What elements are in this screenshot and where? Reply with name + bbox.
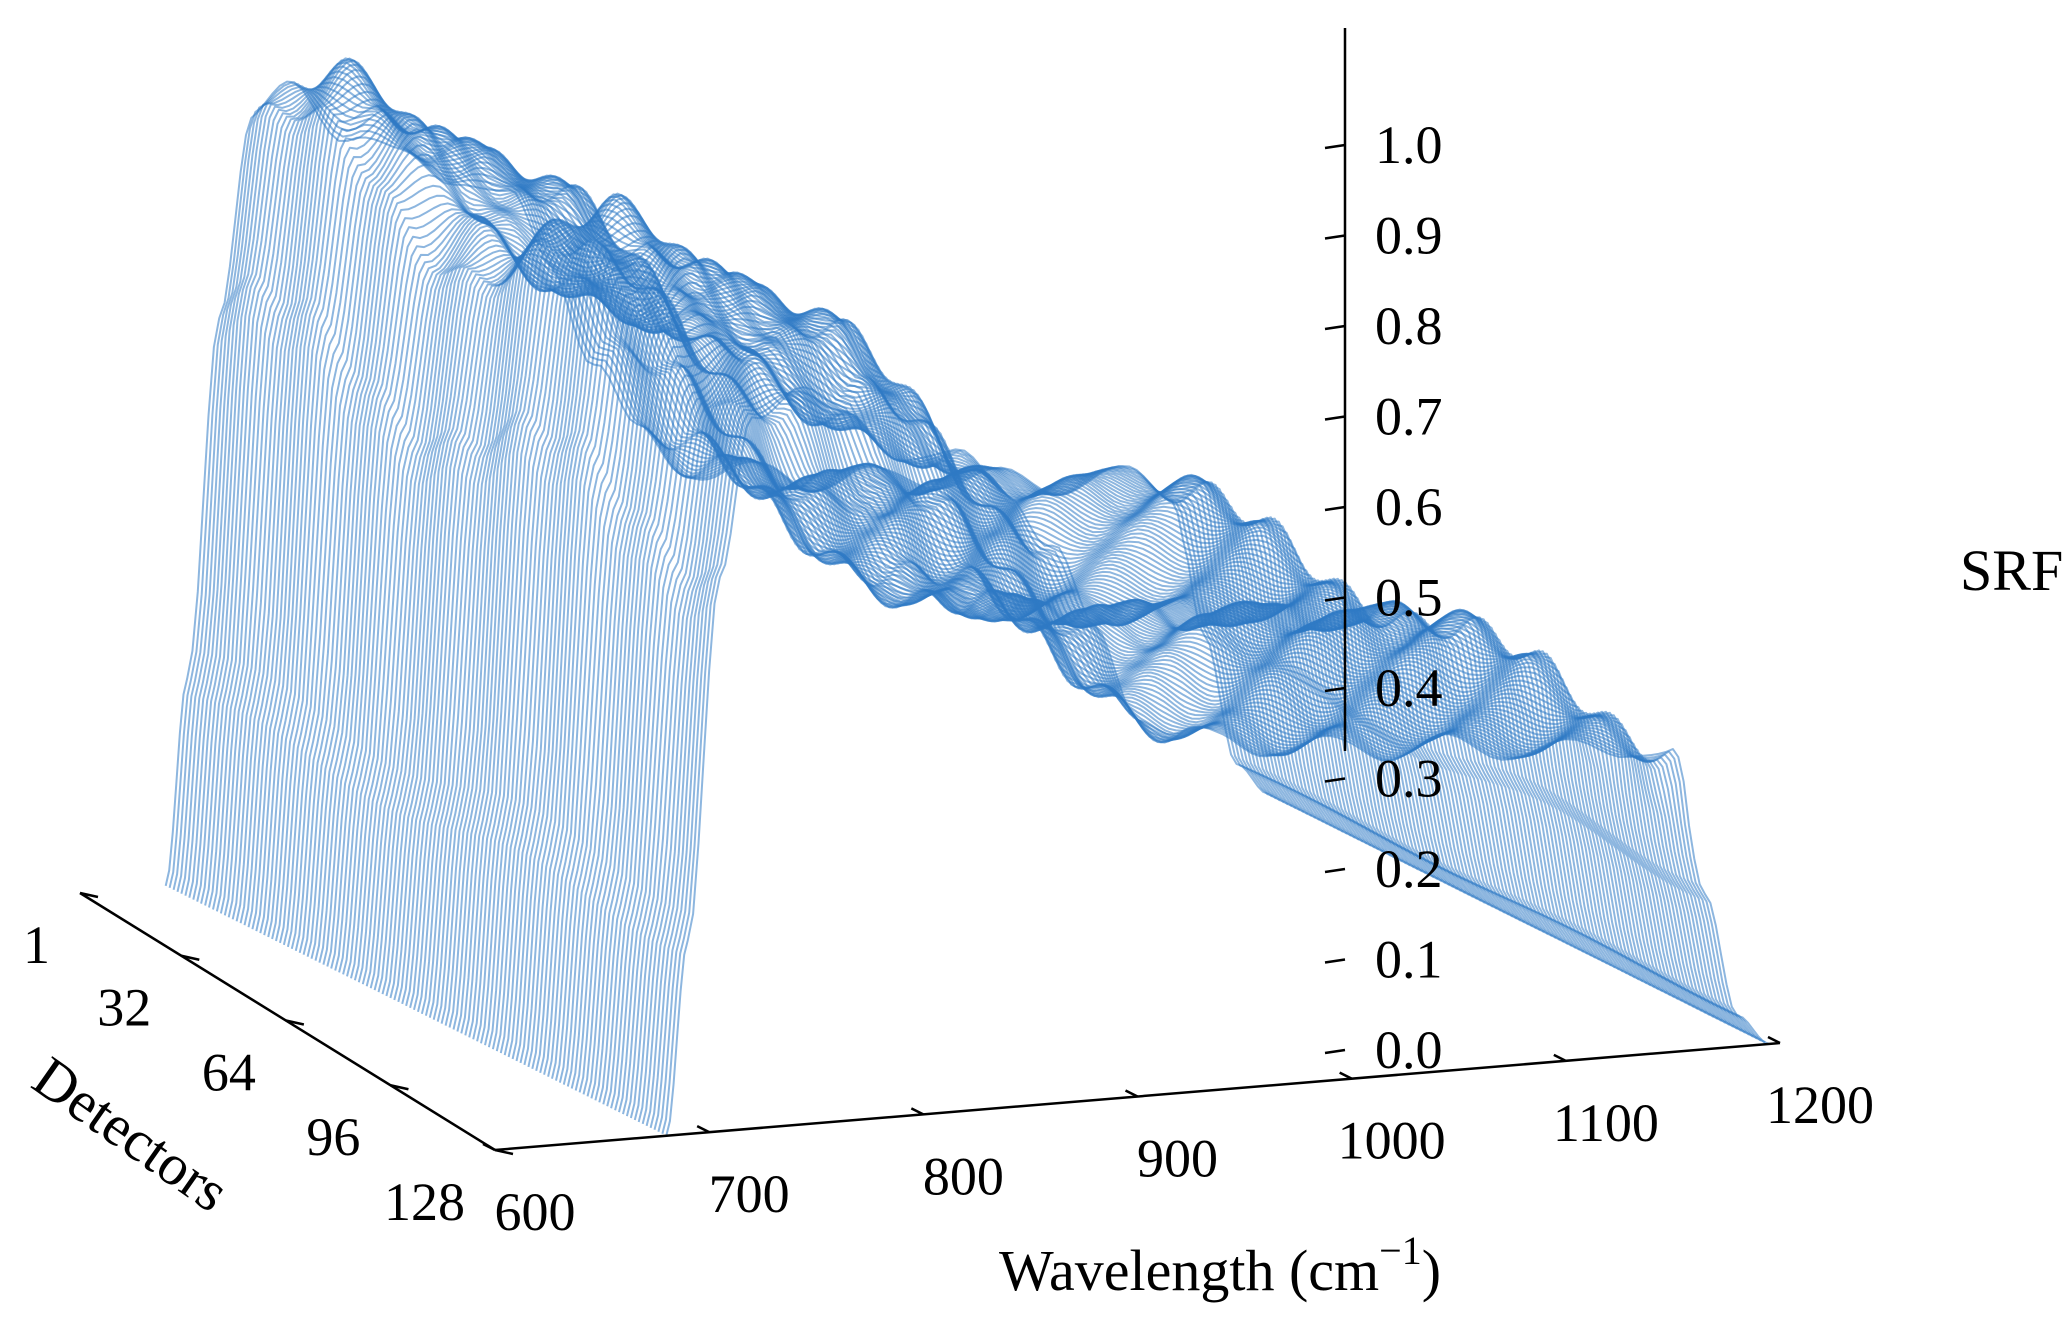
x-tick-label: 900 bbox=[1137, 1129, 1218, 1189]
srf-curve-detector-96 bbox=[539, 243, 1644, 1074]
srf-tick-mark bbox=[1324, 505, 1346, 512]
detector-tick-label: 96 bbox=[306, 1107, 360, 1167]
srf-curve-detector-108 bbox=[586, 331, 1691, 1097]
axes bbox=[79, 28, 1781, 1156]
srf-curve-detector-125 bbox=[653, 391, 1758, 1131]
srf-curve-detector-115 bbox=[614, 349, 1719, 1111]
x-tick-mark bbox=[1767, 1035, 1781, 1045]
srf-tick-label: 0.2 bbox=[1375, 839, 1443, 899]
srf-tick-label: 0.3 bbox=[1375, 749, 1443, 809]
srf-tick-mark bbox=[1324, 867, 1346, 874]
srf-curve-detector-109 bbox=[590, 337, 1695, 1099]
x-tick-label: 1200 bbox=[1766, 1075, 1874, 1135]
srf-curve-detector-114 bbox=[610, 346, 1715, 1109]
srf-curve-detector-45 bbox=[338, 214, 1443, 973]
srf-curve-detector-117 bbox=[622, 353, 1727, 1115]
srf-tick-label: 0.6 bbox=[1375, 477, 1443, 537]
srf-curve-detector-32 bbox=[286, 128, 1392, 948]
srf-curve-detector-50 bbox=[357, 224, 1463, 983]
srf-curve-detector-44 bbox=[334, 213, 1439, 971]
srf-curve-detector-112 bbox=[602, 344, 1707, 1105]
srf-curve-detector-51 bbox=[361, 229, 1467, 985]
srf-tick-label: 0.9 bbox=[1375, 206, 1443, 266]
srf-curve-detector-113 bbox=[606, 345, 1711, 1107]
srf-tick-mark bbox=[1324, 777, 1346, 783]
x-tick-mark bbox=[910, 1107, 924, 1116]
srf-tick-label: 0.5 bbox=[1375, 568, 1443, 628]
x-tick-label: 1000 bbox=[1338, 1111, 1446, 1171]
x-tick-label: 600 bbox=[495, 1182, 576, 1242]
srf-curve-detector-93 bbox=[527, 242, 1632, 1068]
srf-curve-detector-94 bbox=[531, 242, 1636, 1070]
srf-tick-mark bbox=[1324, 958, 1346, 964]
srf-tick-label: 0.7 bbox=[1375, 387, 1443, 447]
srf-curve-detector-31 bbox=[282, 122, 1388, 946]
srf-curve-detector-103 bbox=[566, 281, 1672, 1087]
x-tick-mark bbox=[1124, 1089, 1139, 1098]
srf-tick-mark bbox=[1324, 324, 1346, 331]
x-tick-label: 1100 bbox=[1553, 1093, 1659, 1153]
srf-tick-label: 0.1 bbox=[1375, 930, 1443, 990]
srf-tick-label: 0.0 bbox=[1375, 1020, 1443, 1080]
srf-tick-label: 0.4 bbox=[1375, 658, 1443, 718]
detector-tick-mark bbox=[285, 1019, 305, 1026]
srf-curve-detector-128 bbox=[665, 386, 1770, 1136]
srf-curve-detector-24 bbox=[255, 108, 1360, 932]
srf-curve-detector-46 bbox=[342, 215, 1447, 975]
srf-curves bbox=[164, 57, 1770, 1136]
x-tick-label: 700 bbox=[709, 1164, 790, 1224]
detector-tick-label: 1 bbox=[23, 915, 50, 975]
srf-curve-detector-33 bbox=[290, 135, 1396, 950]
srf-curve-detector-99 bbox=[551, 252, 1656, 1079]
srf-axis-title: SRF bbox=[1960, 538, 2063, 603]
axis-labels: 600 700 800 900 1000 1100 1200 1 32 64 96 128 0.0 0.1… bbox=[22, 115, 2064, 1303]
srf-tick-mark bbox=[1324, 234, 1346, 240]
x-tick-mark bbox=[1553, 1053, 1567, 1062]
x-tick-mark bbox=[1339, 1071, 1353, 1080]
srf-curve-detector-25 bbox=[259, 110, 1364, 934]
detector-tick-label: 64 bbox=[202, 1042, 256, 1102]
srf-curve-detector-28 bbox=[271, 112, 1376, 940]
detector-tick-label: 128 bbox=[384, 1172, 465, 1232]
srf-curve-detector-110 bbox=[594, 341, 1699, 1101]
srf-curve-detector-29 bbox=[275, 115, 1380, 942]
x-tick-mark bbox=[696, 1125, 710, 1134]
srf-curve-detector-119 bbox=[629, 361, 1735, 1119]
srf-curve-detector-34 bbox=[294, 144, 1400, 952]
srf-tick-mark bbox=[1324, 686, 1346, 693]
detector-tick-mark bbox=[390, 1084, 409, 1091]
srf-tick-mark bbox=[1324, 143, 1346, 150]
detector-tick-mark bbox=[494, 1148, 514, 1156]
detector-tick-mark bbox=[79, 891, 99, 899]
x-axis-title: Wavelength (cm−1) bbox=[999, 1228, 1441, 1303]
srf-tick-mark bbox=[1324, 415, 1346, 421]
srf-curve-detector-111 bbox=[598, 343, 1703, 1103]
srf-curve-detector-30 bbox=[279, 118, 1384, 944]
srf-tick-label: 0.8 bbox=[1375, 296, 1443, 356]
srf-curve-detector-26 bbox=[263, 111, 1368, 936]
x-tick-label: 800 bbox=[923, 1146, 1004, 1206]
srf-tick-mark bbox=[1324, 1048, 1346, 1055]
srf-tick-mark bbox=[1324, 596, 1346, 602]
detector-tick-label: 32 bbox=[97, 978, 151, 1038]
detector-tick-mark bbox=[181, 954, 200, 961]
srf-curve-detector-39 bbox=[314, 194, 1419, 961]
srf-tick-label: 1.0 bbox=[1375, 115, 1443, 175]
